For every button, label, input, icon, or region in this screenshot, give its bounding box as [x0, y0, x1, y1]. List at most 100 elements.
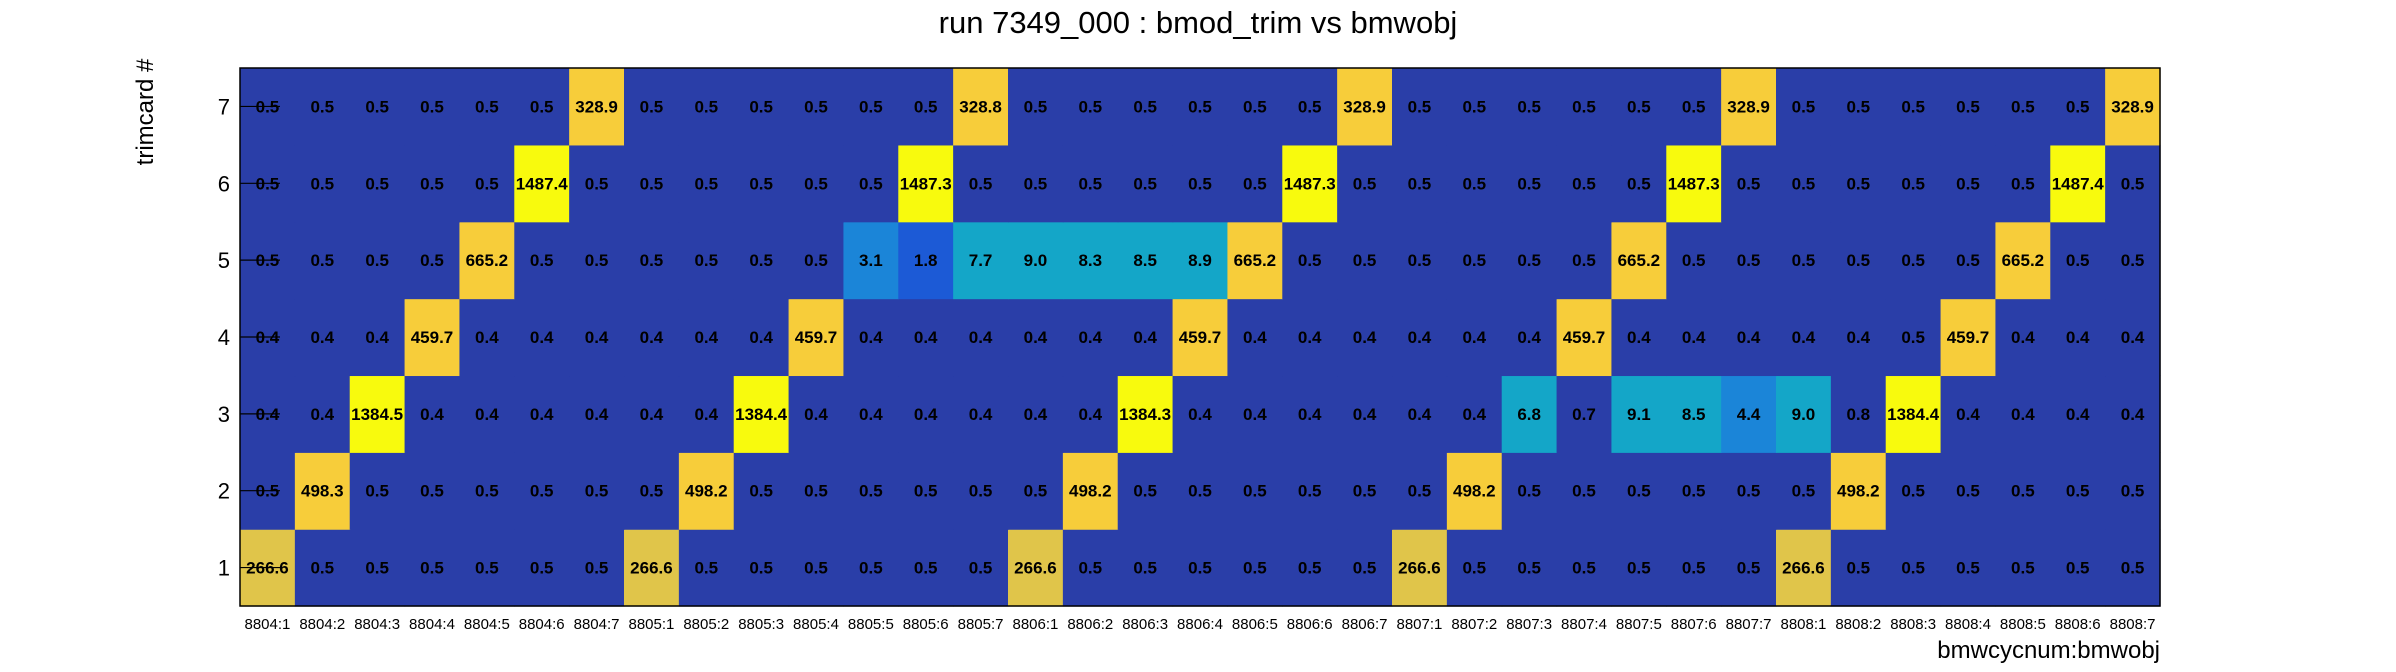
heatmap-cell [1666, 221, 1722, 300]
cell-value-label: 0.4 [1353, 328, 1377, 347]
cell-value-label: 0.4 [640, 405, 664, 424]
heatmap-cell [349, 221, 406, 300]
cell-value-label: 0.4 [2066, 328, 2090, 347]
x-tick-label: 8808:5 [2000, 616, 2046, 633]
heatmap-cell [404, 221, 461, 300]
heatmap-cell [1008, 375, 1064, 453]
cell-value-label: 0.5 [1462, 97, 1486, 116]
heatmap-cell [1611, 298, 1667, 377]
heatmap-cell [1117, 68, 1174, 146]
heatmap-cell [1117, 529, 1174, 607]
cell-value-label: 0.5 [2121, 251, 2145, 270]
heatmap-cell [1995, 68, 2051, 146]
heatmap-cell [1227, 452, 1283, 530]
cell-value-label: 0.4 [420, 405, 444, 424]
heatmap-cell [1721, 144, 1777, 223]
cell-value-label: 0.7 [1572, 405, 1596, 424]
cell-value-label: 0.4 [1408, 328, 1432, 347]
cell-value-label: 266.6 [1014, 559, 1057, 578]
cell-value-label: 0.4 [585, 328, 609, 347]
x-tick-label: 8804:5 [464, 616, 510, 633]
cell-value-label: 0.4 [694, 405, 718, 424]
cell-value-label: 0.5 [1353, 559, 1377, 578]
cell-value-label: 0.5 [585, 174, 609, 193]
x-tick-label: 8806:6 [1287, 616, 1333, 633]
cell-value-label: 1384.4 [735, 405, 788, 424]
heatmap-cell [1227, 298, 1283, 377]
cell-value-label: 0.5 [420, 559, 444, 578]
cell-value-label: 0.4 [969, 405, 993, 424]
heatmap-cell [1885, 144, 1942, 223]
heatmap-cell [624, 298, 680, 377]
cell-value-label: 0.5 [1408, 97, 1432, 116]
heatmap-cell [1392, 144, 1448, 223]
heatmap-cell [2050, 298, 2106, 377]
cell-value-label: 0.5 [804, 251, 828, 270]
heatmap-cell [1501, 144, 1558, 223]
cell-value-label: 0.5 [1517, 174, 1541, 193]
cell-value-label: 459.7 [1947, 328, 1990, 347]
heatmap-cell [1446, 452, 1503, 530]
cell-value-label: 0.5 [1188, 174, 1212, 193]
heatmap-cell [1008, 68, 1064, 146]
heatmap-cell [1666, 452, 1722, 530]
cell-value-label: 0.5 [1024, 174, 1048, 193]
cell-value-label: 0.5 [1353, 482, 1377, 501]
y-tick-label: 5 [218, 248, 230, 273]
heatmap-cell [678, 529, 735, 607]
cell-value-label: 0.4 [2011, 328, 2035, 347]
cell-value-label: 0.5 [969, 174, 993, 193]
cell-value-label: 0.4 [914, 405, 938, 424]
cell-value-label: 0.5 [1024, 97, 1048, 116]
heatmap-cell [1501, 375, 1558, 453]
cell-value-label: 0.5 [420, 251, 444, 270]
x-tick-label: 8808:3 [1890, 616, 1936, 633]
x-tick-label: 8807:5 [1616, 616, 1662, 633]
x-tick-label: 8808:4 [1945, 616, 1991, 633]
heatmap-cell [1721, 452, 1777, 530]
heatmap-cell [953, 144, 1009, 223]
cell-value-label: 0.5 [1682, 559, 1706, 578]
heatmap-cell [1392, 221, 1448, 300]
heatmap-cell [733, 68, 790, 146]
cell-value-label: 9.0 [1792, 405, 1816, 424]
cell-value-label: 0.5 [1737, 482, 1761, 501]
heatmap-cell [1172, 144, 1229, 223]
heatmap-cell [733, 144, 790, 223]
heatmap-cell [733, 221, 790, 300]
cell-value-label: 0.5 [804, 559, 828, 578]
heatmap-cell [898, 452, 954, 530]
x-tick-label: 8805:4 [793, 616, 839, 633]
cell-value-label: 0.5 [694, 559, 718, 578]
heatmap-cell [459, 68, 515, 146]
cell-value-label: 0.5 [1243, 97, 1267, 116]
cell-value-label: 0.5 [1517, 97, 1541, 116]
heatmap-cell [404, 144, 461, 223]
x-tick-label: 8806:7 [1342, 616, 1388, 633]
cell-value-label: 1487.3 [900, 174, 952, 193]
heatmap-cell [1282, 529, 1338, 607]
cell-value-label: 0.5 [1462, 174, 1486, 193]
heatmap-cell [1117, 298, 1174, 377]
cell-value-label: 0.5 [1243, 174, 1267, 193]
heatmap-cell [1337, 298, 1393, 377]
x-tick-label: 8805:6 [903, 616, 949, 633]
cell-value-label: 0.5 [640, 174, 664, 193]
heatmap-cell [953, 452, 1009, 530]
cell-value-label: 0.5 [1298, 251, 1322, 270]
cell-value-label: 328.9 [2111, 97, 2154, 116]
heatmap-cell [1556, 221, 1613, 300]
heatmap-cell [349, 452, 406, 530]
heatmap-cell [1282, 68, 1338, 146]
cell-value-label: 0.4 [2066, 405, 2090, 424]
heatmap-cell [1501, 298, 1558, 377]
y-tick-label: 3 [218, 402, 230, 427]
heatmap-cell [1008, 529, 1064, 607]
heatmap-cell [1611, 68, 1667, 146]
cell-value-label: 498.2 [1069, 482, 1112, 501]
heatmap-cell [1062, 452, 1119, 530]
heatmap-cell [2105, 68, 2161, 146]
heatmap-cell [1392, 375, 1448, 453]
cell-value-label: 0.5 [1627, 174, 1651, 193]
heatmap-cell [569, 452, 625, 530]
